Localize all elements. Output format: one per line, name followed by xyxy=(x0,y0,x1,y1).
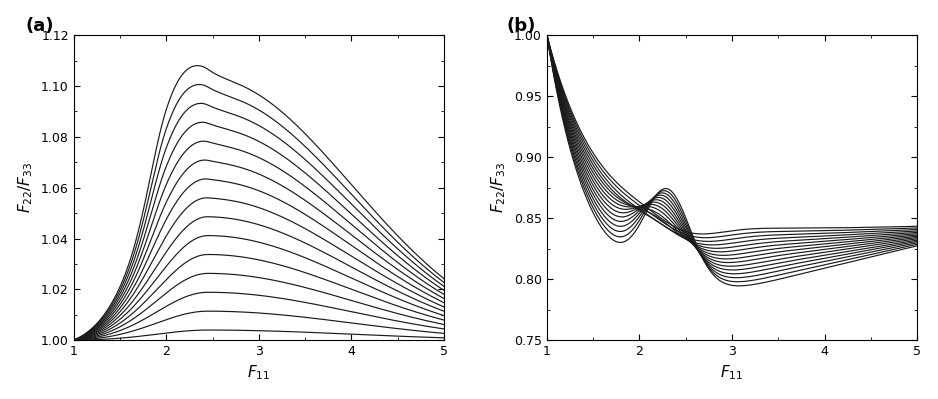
Text: (a): (a) xyxy=(25,17,54,35)
X-axis label: $F_{11}$: $F_{11}$ xyxy=(720,363,744,382)
Text: (b): (b) xyxy=(507,17,536,35)
Y-axis label: $F_{22} / F_{33}$: $F_{22} / F_{33}$ xyxy=(490,162,508,213)
X-axis label: $F_{11}$: $F_{11}$ xyxy=(248,363,270,382)
Y-axis label: $F_{22} / F_{33}$: $F_{22} / F_{33}$ xyxy=(17,162,36,213)
